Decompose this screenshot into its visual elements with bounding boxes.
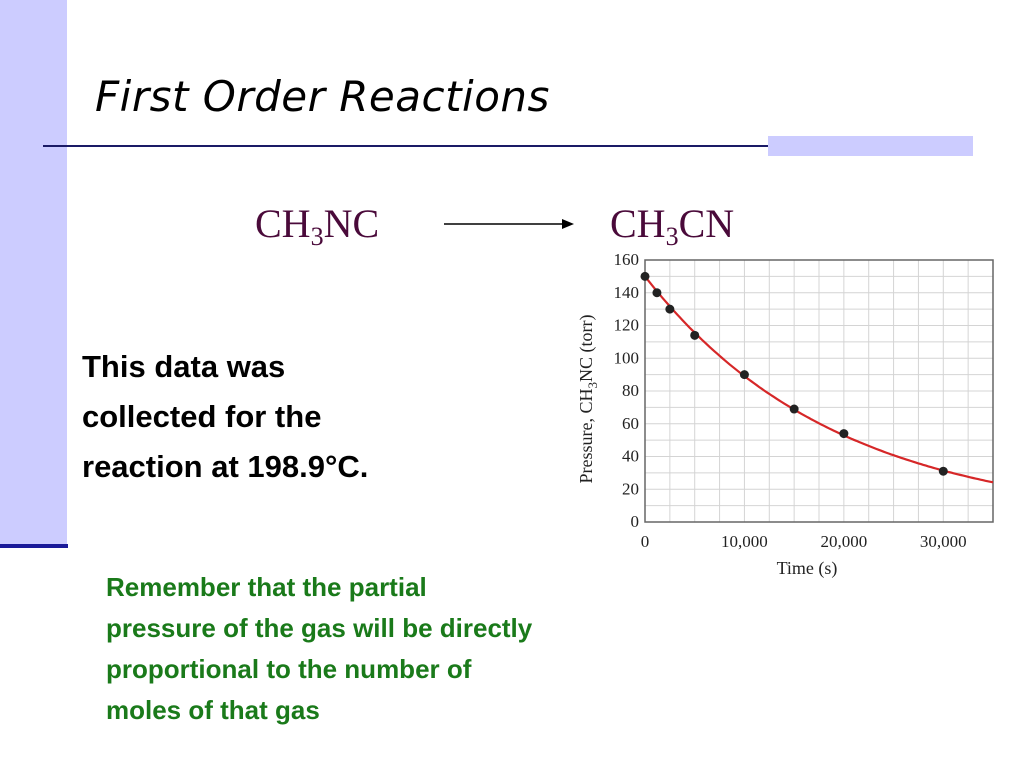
sidebar-band — [0, 0, 67, 548]
title-accent-bar — [768, 136, 973, 156]
product-rest: CN — [678, 201, 735, 246]
y-tick-label: 160 — [614, 250, 640, 269]
reactant-formula: CH3NC — [255, 200, 380, 250]
y-axis-label-part: Pressure, CH — [576, 388, 596, 483]
data-point — [739, 370, 749, 380]
body-text: This data was collected for the reaction… — [82, 342, 482, 492]
y-axis-label-part: NC (torr) — [576, 315, 597, 382]
x-tick-label: 0 — [641, 532, 650, 551]
data-point — [690, 330, 700, 340]
y-tick-label: 120 — [614, 316, 640, 335]
y-tick-label: 80 — [622, 381, 639, 400]
y-tick-label: 60 — [622, 414, 639, 433]
plot-frame — [644, 259, 994, 523]
title-rule — [43, 145, 973, 147]
x-tick-label: 30,000 — [920, 532, 967, 551]
reactant-base: CH — [255, 201, 311, 246]
y-tick-label: 0 — [631, 512, 640, 531]
x-tick-label: 20,000 — [820, 532, 867, 551]
product-formula: CH3CN — [610, 200, 735, 250]
product-subscript: 3 — [665, 222, 679, 251]
body-line: reaction at 198.9°C. — [82, 449, 369, 484]
body-line: This data was — [82, 349, 286, 384]
y-axis-label: Pressure, CH3NC (torr) — [576, 315, 600, 484]
data-point — [938, 466, 948, 476]
sidebar-rule — [0, 544, 68, 548]
data-point — [640, 271, 650, 281]
pressure-time-chart: 0 20 40 60 80 100 120 140 160 0 10,000 20,000 30,000… — [576, 250, 994, 579]
note-line: Remember that the partial — [106, 572, 427, 602]
slide-title: First Order Reactions — [95, 72, 550, 121]
note-line: pressure of the gas will be directly — [106, 613, 533, 643]
y-tick-label: 40 — [622, 447, 639, 466]
note-text: Remember that the partial pressure of th… — [106, 567, 686, 731]
data-point — [652, 288, 662, 298]
note-line: moles of that gas — [106, 695, 320, 725]
reactant-rest: NC — [323, 201, 380, 246]
product-base: CH — [610, 201, 666, 246]
y-tick-label: 140 — [614, 283, 640, 302]
note-line: proportional to the number of — [106, 654, 472, 684]
reaction-arrow-icon — [444, 219, 574, 229]
x-axis-label: Time (s) — [777, 558, 838, 579]
reactant-subscript: 3 — [310, 222, 324, 251]
y-tick-label: 20 — [622, 479, 639, 498]
body-line: collected for the — [82, 399, 322, 434]
fit-curve — [645, 275, 993, 484]
data-point — [789, 404, 799, 414]
y-tick-label: 100 — [614, 348, 640, 367]
data-point — [665, 304, 675, 314]
x-tick-label: 10,000 — [721, 532, 768, 551]
y-axis-label-subscript: 3 — [585, 382, 600, 389]
data-point — [839, 429, 849, 439]
